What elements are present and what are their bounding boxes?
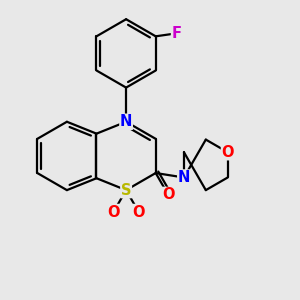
Text: O: O xyxy=(107,205,120,220)
Text: N: N xyxy=(120,114,132,129)
Text: O: O xyxy=(133,205,145,220)
Text: O: O xyxy=(162,188,175,202)
Text: O: O xyxy=(221,145,234,160)
Text: S: S xyxy=(121,183,131,198)
Text: F: F xyxy=(172,26,182,41)
Text: N: N xyxy=(178,170,190,185)
